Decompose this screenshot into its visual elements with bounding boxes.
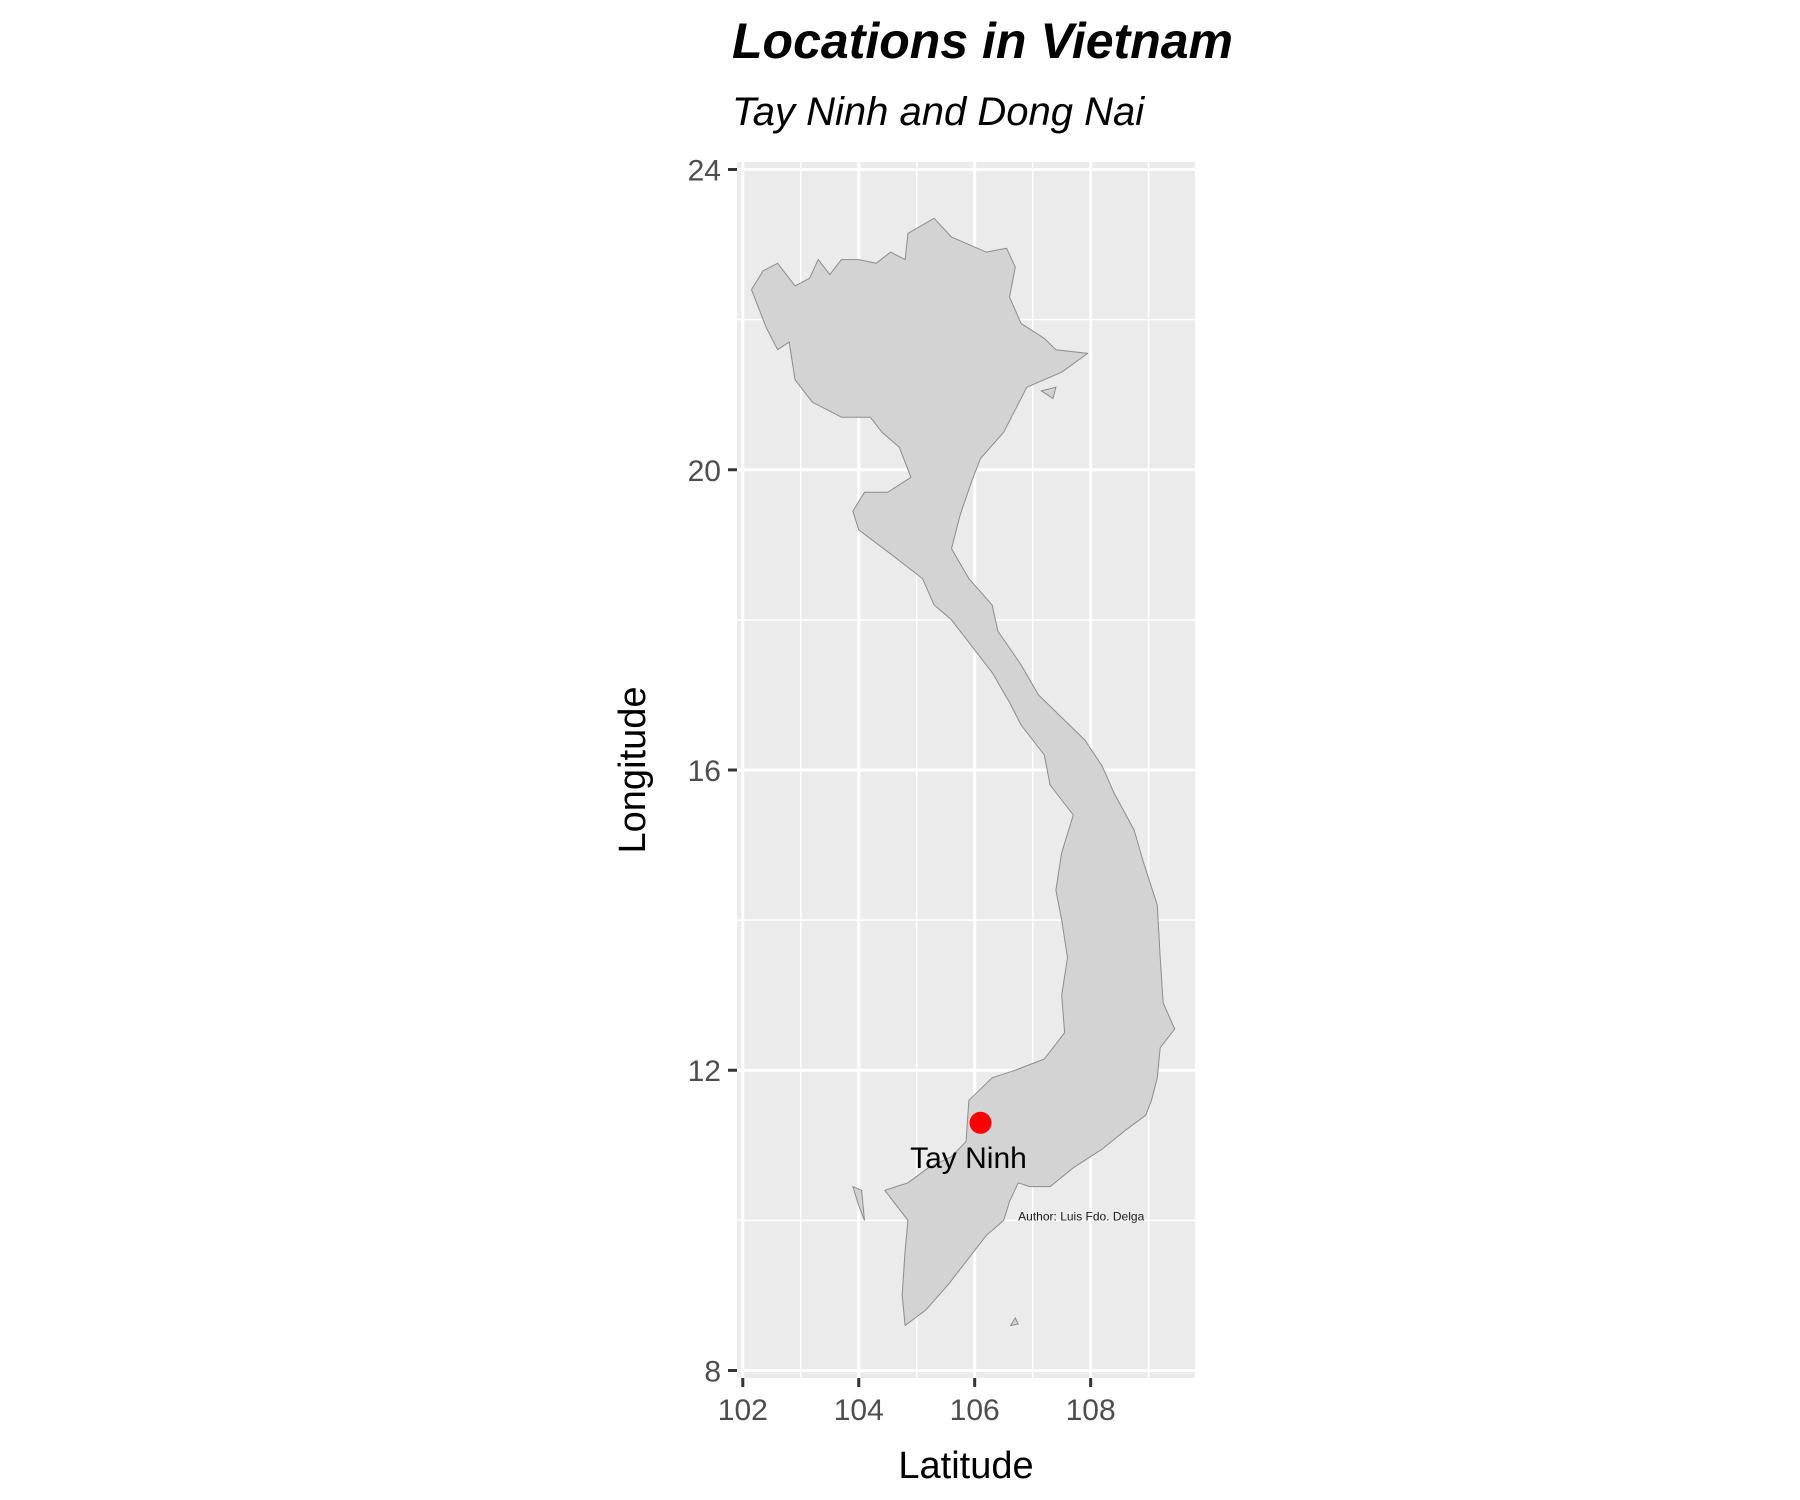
author-caption: Author: Luis Fdo. Delga <box>1018 1209 1144 1223</box>
x-tick-label: 108 <box>1066 1394 1116 1427</box>
chart-title: Locations in Vietnam <box>732 13 1234 69</box>
island-shape <box>1040 386 1057 400</box>
y-tick-label: 24 <box>688 155 721 188</box>
y-tick-label: 20 <box>688 455 721 488</box>
y-tick-label: 12 <box>688 1055 721 1088</box>
location-point <box>969 1111 992 1134</box>
y-tick-label: 8 <box>704 1355 721 1388</box>
vietnam-land-shape <box>751 217 1176 1327</box>
x-axis: 102 104 106 108 <box>718 1378 1116 1427</box>
island-shape <box>852 1185 865 1221</box>
chart-subtitle: Tay Ninh and Dong Nai <box>732 90 1145 134</box>
y-tick-label: 16 <box>688 755 721 788</box>
y-axis-title: Longitude <box>612 687 654 854</box>
location-label: Tay Ninh <box>910 1142 1027 1175</box>
x-tick-label: 106 <box>950 1394 1000 1427</box>
x-axis-title: Latitude <box>898 1445 1033 1487</box>
x-tick-label: 102 <box>718 1394 768 1427</box>
mainland-shape <box>751 217 1176 1326</box>
points-layer: Tay Ninh Author: Luis Fdo. Delga <box>910 1111 1145 1223</box>
x-tick-label: 104 <box>834 1394 884 1427</box>
y-axis: 8 12 16 20 24 <box>688 155 737 1388</box>
island-shape <box>1009 1316 1019 1327</box>
